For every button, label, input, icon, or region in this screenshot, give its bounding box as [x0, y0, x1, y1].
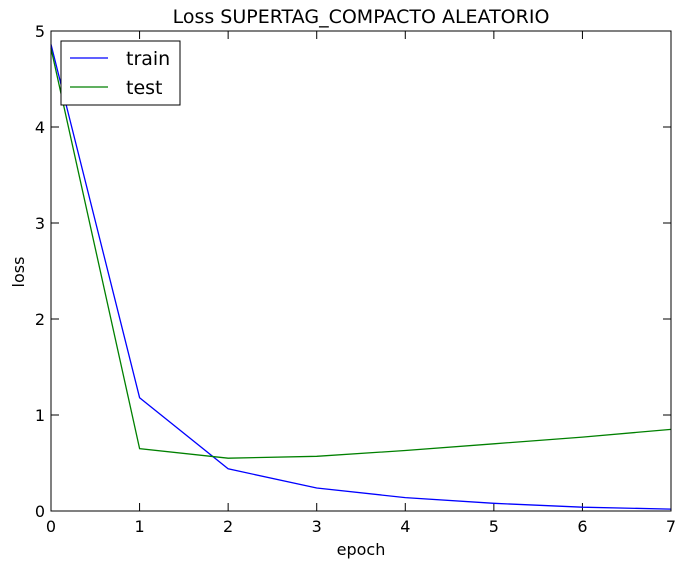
y-tick-label: 0 — [35, 502, 45, 521]
legend-label-train: train — [126, 48, 170, 70]
legend-label-test: test — [126, 77, 163, 99]
legend: train test — [60, 40, 181, 106]
y-tick-label: 2 — [35, 310, 45, 329]
chart-title: Loss SUPERTAG_COMPACTO ALEATORIO — [173, 6, 550, 28]
y-tick-label: 4 — [35, 118, 45, 137]
x-tick-label: 7 — [666, 517, 676, 536]
x-tick-label: 4 — [400, 517, 410, 536]
x-tick-label: 3 — [312, 517, 322, 536]
x-tick-label: 6 — [577, 517, 587, 536]
x-axis-label: epoch — [337, 540, 386, 559]
x-tick-label: 0 — [46, 517, 56, 536]
x-tick-label: 5 — [489, 517, 499, 536]
y-tick-label: 5 — [35, 22, 45, 41]
x-tick-label: 2 — [223, 517, 233, 536]
y-tick-label: 3 — [35, 214, 45, 233]
plot-area — [50, 30, 672, 512]
y-tick-label: 1 — [35, 406, 45, 425]
series-line-train — [50, 44, 672, 510]
y-axis-label: loss — [9, 257, 28, 288]
series-line-test — [50, 48, 672, 459]
legend-box — [60, 40, 181, 106]
x-tick-label: 1 — [134, 517, 144, 536]
